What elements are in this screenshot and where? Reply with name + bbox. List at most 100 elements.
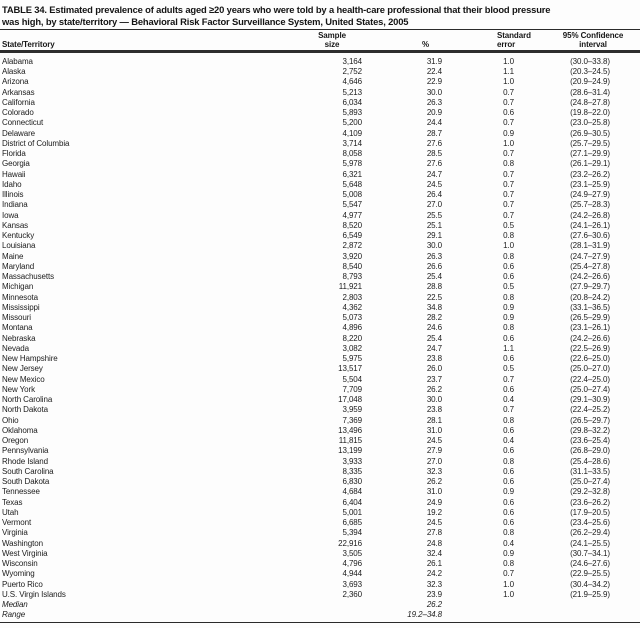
sample-size-cell: 3,714 [342, 138, 362, 148]
state-territory-cell: Indiana [2, 200, 28, 210]
table-row: New York 7,709 26.2 0.6 (25.0–27.4) [0, 385, 640, 395]
confidence-interval-cell [514, 610, 640, 620]
table-row: Georgia 5,978 27.6 0.8 (26.1–29.1) [0, 159, 640, 169]
standard-error-cell: 0.9 [503, 128, 514, 138]
confidence-interval-cell: (25.4–28.6) [570, 456, 610, 466]
confidence-interval-cell: (25.7–28.3) [570, 200, 610, 210]
percent-cell: 24.5 [426, 179, 442, 189]
standard-error-cell [442, 610, 514, 620]
state-territory-cell: Ohio [2, 415, 19, 425]
table-row: Wyoming 4,944 24.2 0.7 (22.9–25.5) [0, 569, 640, 579]
standard-error-cell: 0.6 [503, 497, 514, 507]
state-territory-cell: Tennessee [2, 487, 40, 497]
state-territory-cell: Maine [2, 251, 24, 261]
state-territory-cell: North Carolina [2, 395, 53, 405]
table-row: Pennsylvania 13,199 27.9 0.6 (26.8–29.0) [0, 446, 640, 456]
sample-size-cell: 8,793 [342, 272, 362, 282]
standard-error-cell: 0.5 [503, 220, 514, 230]
sample-size-cell: 6,549 [342, 231, 362, 241]
state-territory-cell: West Virginia [2, 548, 48, 558]
standard-error-cell: 0.6 [503, 384, 514, 394]
table-row: Wisconsin 4,796 26.1 0.8 (24.6–27.6) [0, 559, 640, 569]
table-row: Rhode Island 3,933 27.0 0.8 (25.4–28.6) [0, 457, 640, 467]
percent-cell: 19.2 [426, 507, 442, 517]
state-territory-cell: U.S. Virgin Islands [2, 589, 66, 599]
sample-size-cell: 6,034 [342, 97, 362, 107]
state-territory-cell: Mississippi [2, 302, 40, 312]
percent-cell: 28.1 [426, 415, 442, 425]
sample-size-cell: 5,504 [342, 374, 362, 384]
table-row: U.S. Virgin Islands 2,360 23.9 1.0 (21.9… [0, 590, 640, 600]
confidence-interval-cell: (27.9–29.7) [570, 282, 610, 292]
percent-cell: 26.2 [426, 384, 442, 394]
sample-size-cell: 6,321 [342, 169, 362, 179]
sample-size-cell: 3,082 [342, 343, 362, 353]
table-row: Arkansas 5,213 30.0 0.7 (28.6–31.4) [0, 88, 640, 98]
confidence-interval-cell: (26.1–29.1) [570, 159, 610, 169]
state-territory-cell: Maryland [2, 261, 35, 271]
confidence-interval-cell: (20.3–24.5) [570, 67, 610, 77]
standard-error-cell: 1.0 [503, 77, 514, 87]
sample-size-cell: 5,893 [342, 108, 362, 118]
standard-error-cell: 0.7 [503, 118, 514, 128]
standard-error-cell [442, 600, 514, 610]
percent-cell: 26.3 [426, 97, 442, 107]
table-row: Louisiana 2,872 30.0 1.0 (28.1–31.9) [0, 241, 640, 251]
table-row: Vermont 6,685 24.5 0.6 (23.4–25.6) [0, 518, 640, 528]
percent-cell: 25.1 [426, 220, 442, 230]
state-territory-cell: Delaware [2, 128, 35, 138]
standard-error-cell: 0.6 [503, 108, 514, 118]
standard-error-cell: 1.1 [503, 67, 514, 77]
header-sample-size: Sample size [318, 31, 346, 49]
sample-size-cell: 3,933 [342, 456, 362, 466]
table-title-line-2: was high, by state/territory — Behaviora… [2, 15, 409, 27]
table-bottom-rule [0, 621, 640, 623]
state-territory-cell: South Dakota [2, 477, 50, 487]
state-territory-cell: New Jersey [2, 364, 43, 374]
sample-size-cell: 6,404 [342, 497, 362, 507]
confidence-interval-cell: (24.7–27.9) [570, 251, 610, 261]
sample-size-cell: 17,048 [338, 395, 362, 405]
state-territory-cell: Colorado [2, 108, 34, 118]
standard-error-cell: 0.6 [503, 333, 514, 343]
standard-error-cell: 0.8 [503, 559, 514, 569]
confidence-interval-cell: (30.4–34.2) [570, 579, 610, 589]
state-territory-cell: Virginia [2, 528, 28, 538]
state-territory-cell: Vermont [2, 518, 32, 528]
confidence-interval-cell: (23.2–26.2) [570, 169, 610, 179]
confidence-interval-cell: (26.5–29.7) [570, 415, 610, 425]
confidence-interval-cell: (26.9–30.5) [570, 128, 610, 138]
sample-size-cell: 3,959 [342, 405, 362, 415]
table-header-row: State/Territory Sample size % Standard e… [0, 32, 640, 49]
sample-size-cell: 5,008 [342, 190, 362, 200]
table-row: South Dakota 6,830 26.2 0.6 (25.0–27.4) [0, 477, 640, 487]
table-row: Hawaii 6,321 24.7 0.7 (23.2–26.2) [0, 170, 640, 180]
percent-cell: 26.2 [426, 600, 442, 610]
percent-cell: 30.0 [426, 241, 442, 251]
state-territory-cell: Nevada [2, 343, 29, 353]
standard-error-cell: 0.8 [503, 528, 514, 538]
confidence-interval-cell: (27.6–30.6) [570, 231, 610, 241]
table-row: District of Columbia 3,714 27.6 1.0 (25.… [0, 139, 640, 149]
sample-size-cell: 7,369 [342, 415, 362, 425]
sample-size-cell: 22,916 [338, 538, 362, 548]
state-territory-cell: Texas [2, 497, 23, 507]
standard-error-cell: 0.8 [503, 456, 514, 466]
confidence-interval-cell: (22.4–25.0) [570, 374, 610, 384]
table-row: Arizona 4,646 22.9 1.0 (20.9–24.9) [0, 77, 640, 87]
confidence-interval-cell: (28.6–31.4) [570, 87, 610, 97]
percent-cell: 29.1 [426, 231, 442, 241]
confidence-interval-cell: (22.4–25.2) [570, 405, 610, 415]
standard-error-cell: 0.5 [503, 364, 514, 374]
standard-error-cell: 0.6 [503, 466, 514, 476]
state-territory-cell: Michigan [2, 282, 34, 292]
confidence-interval-cell: (17.9–20.5) [570, 507, 610, 517]
confidence-interval-cell: (29.2–32.8) [570, 487, 610, 497]
sample-size-cell: 6,830 [342, 477, 362, 487]
state-territory-cell: Rhode Island [2, 456, 48, 466]
sample-size-cell: 4,944 [342, 569, 362, 579]
table-row: Virginia 5,394 27.8 0.8 (26.2–29.4) [0, 528, 640, 538]
standard-error-cell: 0.4 [503, 538, 514, 548]
percent-cell: 26.0 [426, 364, 442, 374]
confidence-interval-cell: (23.0–25.8) [570, 118, 610, 128]
